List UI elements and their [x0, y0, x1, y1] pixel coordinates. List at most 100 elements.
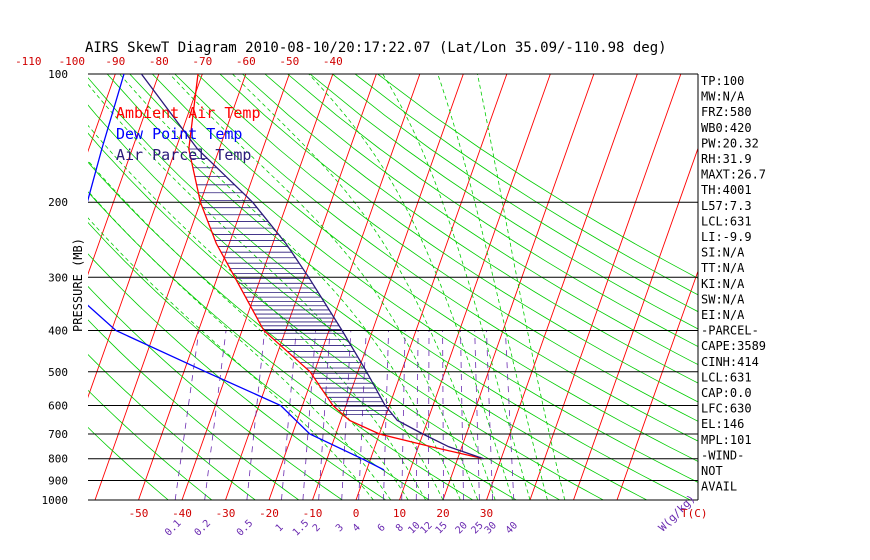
index-label: MW:N/A: [701, 90, 745, 104]
mixing-ratio-line: [383, 330, 389, 500]
isotherm-line: [355, 74, 508, 500]
bottom-temp-tick-labels: -50 -40 -30 -20 -10 0 10 20 30: [129, 507, 494, 520]
index-label: TH:4001: [701, 183, 752, 197]
moist-adiabat-line: [88, 83, 444, 500]
top-temp-tick-label: -40: [323, 55, 343, 68]
index-label: SI:N/A: [701, 246, 745, 260]
index-label: KI:N/A: [701, 277, 745, 291]
moist-adiabat-line: [437, 74, 548, 500]
adiabat-lines: [88, 74, 698, 500]
bottom-temp-tick-label: -10: [303, 507, 323, 520]
mixing-ratio-line: [460, 330, 464, 500]
mixing-ratio-line: [174, 330, 200, 500]
pressure-tick-label: 100: [48, 68, 68, 81]
index-label: TT:N/A: [701, 261, 745, 275]
top-temp-tick-label: -110: [15, 55, 42, 68]
dry-adiabat-line: [88, 253, 387, 500]
mixing-ratio-tick-label: 12: [418, 520, 434, 536]
mixing-ratio-tick-label: 4: [351, 522, 363, 534]
mixing-ratio-line: [204, 330, 227, 500]
bottom-temp-tick-label: -20: [259, 507, 279, 520]
bottom-temp-tick-label: 30: [480, 507, 493, 520]
isotherm-line: [88, 74, 203, 399]
moist-adiabat-line: [88, 124, 426, 500]
index-label: SW:N/A: [701, 292, 745, 306]
dry-adiabat-line: [106, 74, 691, 500]
dry-adiabat-line: [129, 74, 698, 483]
moist-adiabat-line: [382, 74, 531, 500]
index-label: CINH:414: [701, 355, 759, 369]
top-temp-tick-label: -70: [192, 55, 212, 68]
isotherm-line: [181, 74, 334, 500]
dry-adiabat-line: [174, 74, 698, 442]
mixing-ratio-line: [442, 330, 444, 500]
mixing-ratio-line: [486, 330, 494, 500]
index-label: CAPE:3589: [701, 339, 766, 353]
dry-adiabat-line: [264, 74, 698, 366]
index-label: FRZ:580: [701, 105, 752, 119]
isotherm-line: [399, 74, 551, 500]
moist-adiabat-line: [232, 74, 496, 500]
dry-adiabat-line: [152, 74, 698, 462]
dry-adiabat-line: [88, 285, 343, 500]
moist-adiabat-line: [119, 74, 461, 500]
top-temp-tick-label: -90: [105, 55, 125, 68]
index-label: MPL:101: [701, 433, 752, 447]
top-temp-tick-labels: -120-110-100-90-80-70-60-50-40: [15, 55, 343, 68]
mixing-ratio-line: [302, 330, 317, 500]
top-temp-tick-label: -80: [149, 55, 169, 68]
isotherm-line: [0, 74, 28, 500]
mixing-ratio-lines: [174, 330, 515, 500]
index-label: LCL:631: [701, 370, 752, 384]
mixing-ratio-tick-label: 3: [334, 522, 346, 534]
mixing-ratio-line: [427, 330, 430, 500]
dry-adiabat-line: [88, 389, 213, 500]
moist-adiabat-line: [477, 74, 566, 500]
pressure-tick-label: 200: [48, 196, 68, 209]
dry-adiabat-line: [197, 74, 698, 422]
index-label: LI:-9.9: [701, 230, 752, 244]
mixing-ratio-line: [401, 330, 406, 500]
pressure-tick-labels: 100 200 300 400 500 600 700 800 900 1000: [42, 68, 69, 507]
pressure-tick-label: 300: [48, 271, 68, 284]
mixing-ratio-line: [415, 330, 419, 500]
ambient-temp-line: [188, 74, 484, 460]
top-temp-tick-label: -100: [59, 55, 86, 68]
index-label: PW:20.32: [701, 136, 759, 150]
mixing-ratio-line: [341, 330, 352, 500]
index-label: L57:7.3: [701, 199, 752, 213]
isotherm-line: [225, 74, 377, 500]
index-label: LFC:630: [701, 402, 752, 416]
bottom-temp-tick-label: -50: [129, 507, 149, 520]
isotherm-line: [268, 74, 421, 500]
index-label: WB0:420: [701, 121, 752, 135]
mixing-ratio-tick-label: 20: [454, 520, 470, 536]
bottom-temp-tick-label: 20: [436, 507, 449, 520]
legend-entry: Air Parcel Temp: [116, 146, 251, 164]
dry-adiabat-line: [309, 74, 698, 330]
legend: Ambient Air Temp Dew Point Temp Air Parcel…: [116, 104, 261, 164]
dry-adiabat-line: [88, 353, 256, 500]
mixing-ratio-line: [504, 330, 515, 500]
mixing-ratio-tick-label: 15: [434, 520, 450, 536]
index-label: TP:100: [701, 74, 744, 88]
cape-hatching: [188, 148, 393, 415]
mixing-ratio-line: [246, 330, 266, 500]
pressure-tick-label: 500: [48, 366, 68, 379]
bottom-temp-tick-label: -30: [216, 507, 236, 520]
dry-adiabat-line: [332, 74, 698, 313]
dry-adiabat-line: [354, 74, 698, 296]
isotherm-line: [88, 74, 116, 153]
mixing-ratio-line: [281, 330, 297, 500]
top-temp-tick-label: -50: [279, 55, 299, 68]
isotherm-line: [616, 269, 698, 500]
index-label: AVAIL: [701, 480, 737, 494]
index-label: NOT: [701, 464, 723, 478]
dry-adiabat-line: [88, 426, 169, 500]
legend-entry: Ambient Air Temp: [116, 104, 261, 122]
bottom-temp-tick-label: 0: [353, 507, 360, 520]
isotherm-line: [88, 74, 160, 276]
